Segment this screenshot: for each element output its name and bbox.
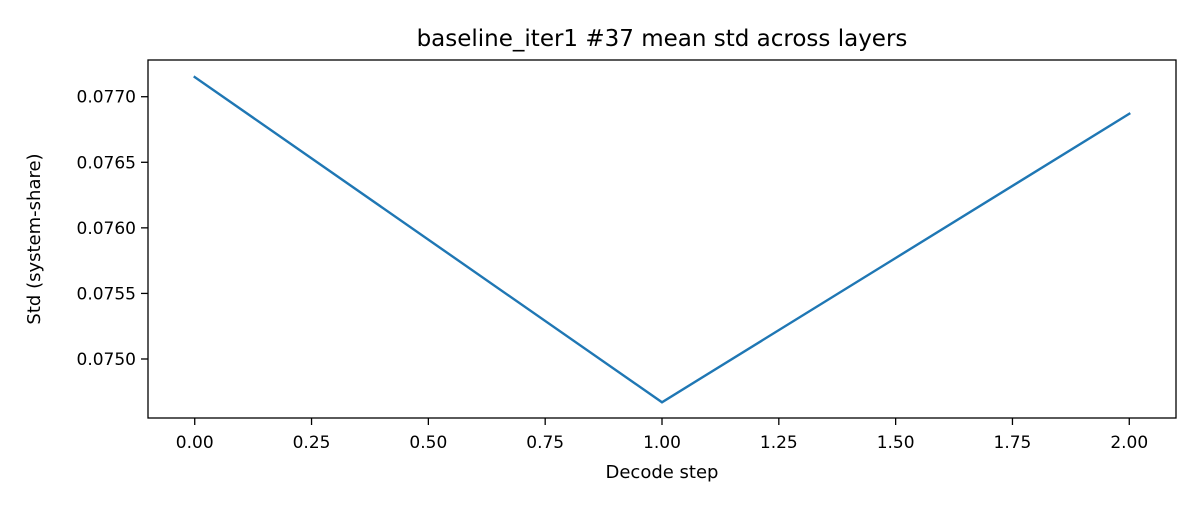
x-tick-label: 0.75 [526, 433, 564, 453]
x-tick-label: 0.25 [293, 433, 331, 453]
x-axis-label: Decode step [605, 462, 718, 483]
y-axis-label: Std (system-share) [24, 153, 45, 324]
y-tick-label: 0.0755 [77, 284, 136, 304]
x-tick-label: 1.75 [994, 433, 1032, 453]
x-tick-label: 1.25 [760, 433, 798, 453]
series-layer [193, 75, 1131, 404]
y-tick-label: 0.0765 [77, 153, 136, 173]
y-axis-ticks: 0.0750 0.0755 0.0760 0.0765 0.0770 [77, 88, 148, 370]
x-tick-label: 0.00 [176, 433, 214, 453]
x-axis-ticks: 0.00 0.25 0.50 0.75 1.00 1.25 1.50 1.75 2.00 [176, 418, 1148, 453]
y-tick-label: 0.0770 [77, 88, 136, 108]
y-tick-label: 0.0750 [77, 350, 136, 370]
x-tick-label: 1.50 [877, 433, 915, 453]
y-tick-label: 0.0760 [77, 219, 136, 239]
x-tick-label: 2.00 [1110, 433, 1148, 453]
series-line [193, 75, 1131, 404]
chart-title: baseline_iter1 #37 mean std across layer… [417, 26, 908, 52]
x-tick-label: 1.00 [643, 433, 681, 453]
x-tick-label: 0.50 [409, 433, 447, 453]
